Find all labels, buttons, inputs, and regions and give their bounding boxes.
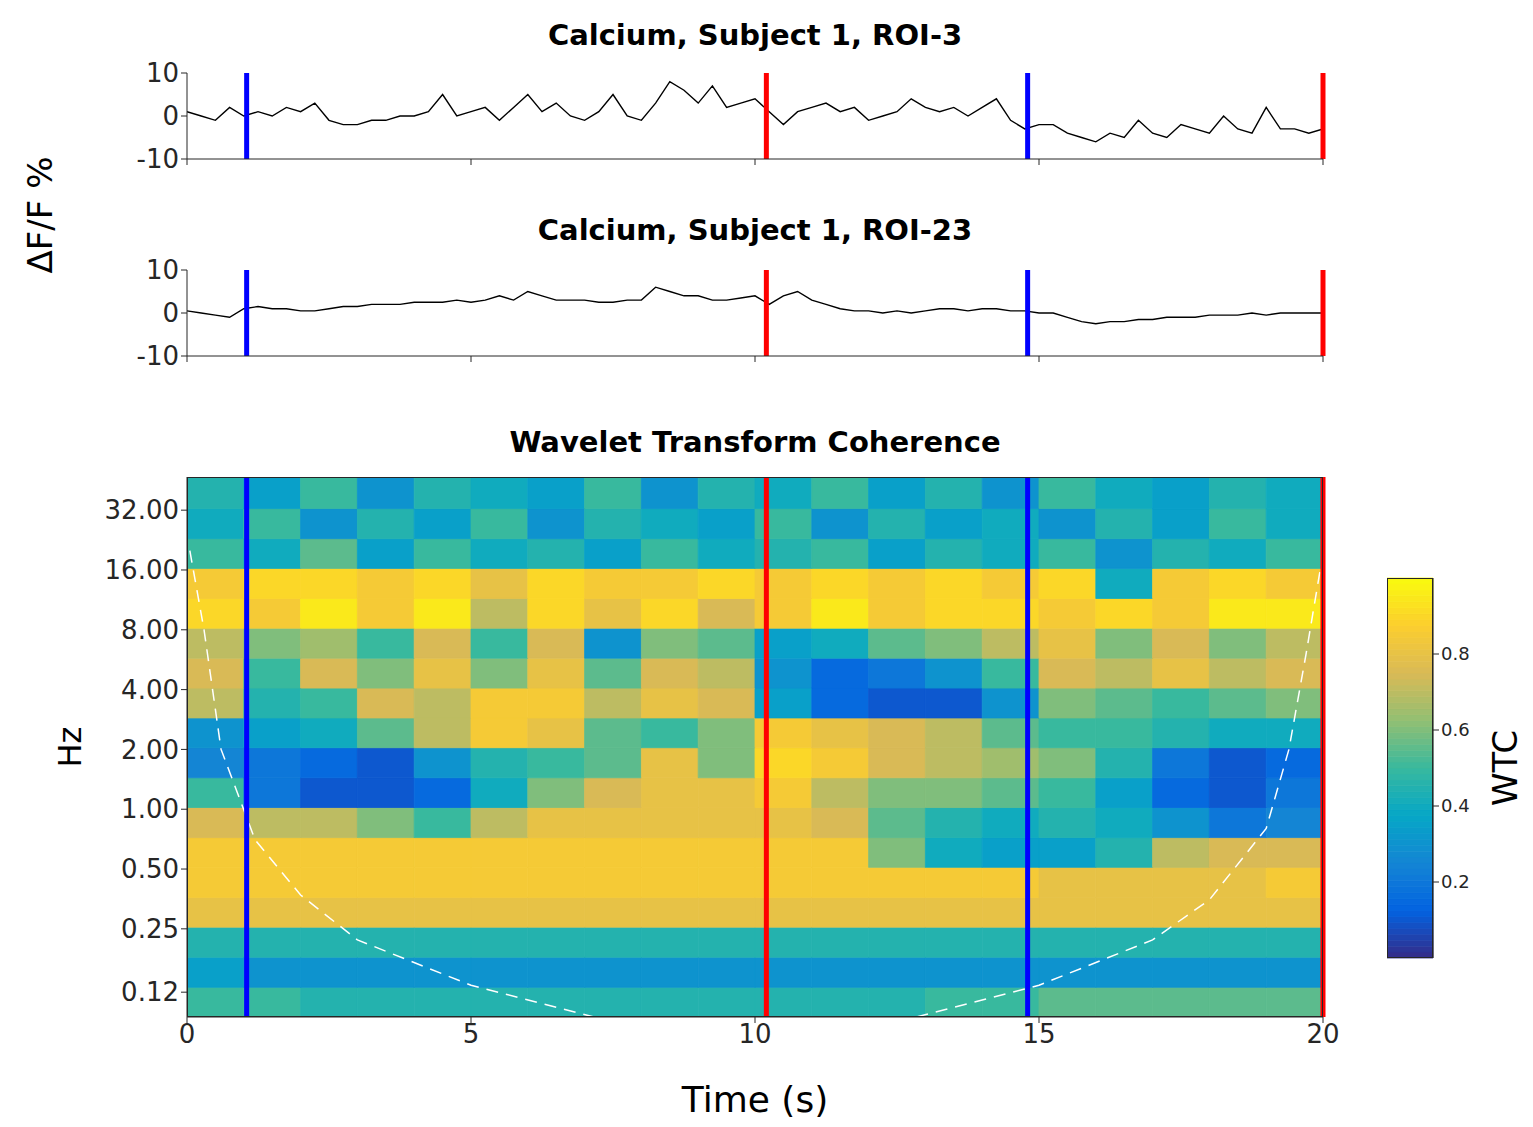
svg-text:2.00: 2.00 (121, 735, 179, 765)
html-text:ΔF/F %: ΔF/F % (20, 156, 60, 274)
svg-text:-10: -10 (137, 144, 179, 174)
svg-text:0.25: 0.25 (121, 914, 179, 944)
html-text:Calcium, Subject 1, ROI-23: Calcium, Subject 1, ROI-23 (537, 213, 973, 247)
svg-text:10: 10 (738, 1019, 771, 1049)
svg-text:10: 10 (146, 58, 179, 88)
html-text:Hz: Hz (51, 726, 89, 768)
html-text:WTC: WTC (1485, 729, 1525, 807)
svg-text:32.00: 32.00 (105, 495, 179, 525)
svg-text:0.12: 0.12 (121, 977, 179, 1007)
svg-text:0.50: 0.50 (121, 854, 179, 884)
html-text:Time (s): Time (s) (681, 1079, 829, 1120)
svg-text:4.00: 4.00 (121, 675, 179, 705)
svg-text:0: 0 (179, 1019, 196, 1049)
svg-text:16.00: 16.00 (105, 555, 179, 585)
svg-text:0.8: 0.8 (1441, 643, 1470, 664)
svg-text:8.00: 8.00 (121, 615, 179, 645)
svg-text:10: 10 (146, 255, 179, 285)
svg-text:0: 0 (162, 101, 179, 131)
svg-text:20: 20 (1306, 1019, 1339, 1049)
svg-text:0.4: 0.4 (1441, 795, 1470, 816)
html-text:Calcium, Subject 1, ROI-3: Calcium, Subject 1, ROI-3 (547, 18, 963, 52)
svg-text:-10: -10 (137, 341, 179, 371)
svg-text:0.2: 0.2 (1441, 871, 1470, 892)
svg-text:0.6: 0.6 (1441, 719, 1470, 740)
svg-text:0: 0 (162, 298, 179, 328)
html-text:Wavelet Transform Coherence: Wavelet Transform Coherence (509, 425, 1001, 459)
svg-text:1.00: 1.00 (121, 794, 179, 824)
svg-text:5: 5 (463, 1019, 480, 1049)
svg-text:15: 15 (1022, 1019, 1055, 1049)
